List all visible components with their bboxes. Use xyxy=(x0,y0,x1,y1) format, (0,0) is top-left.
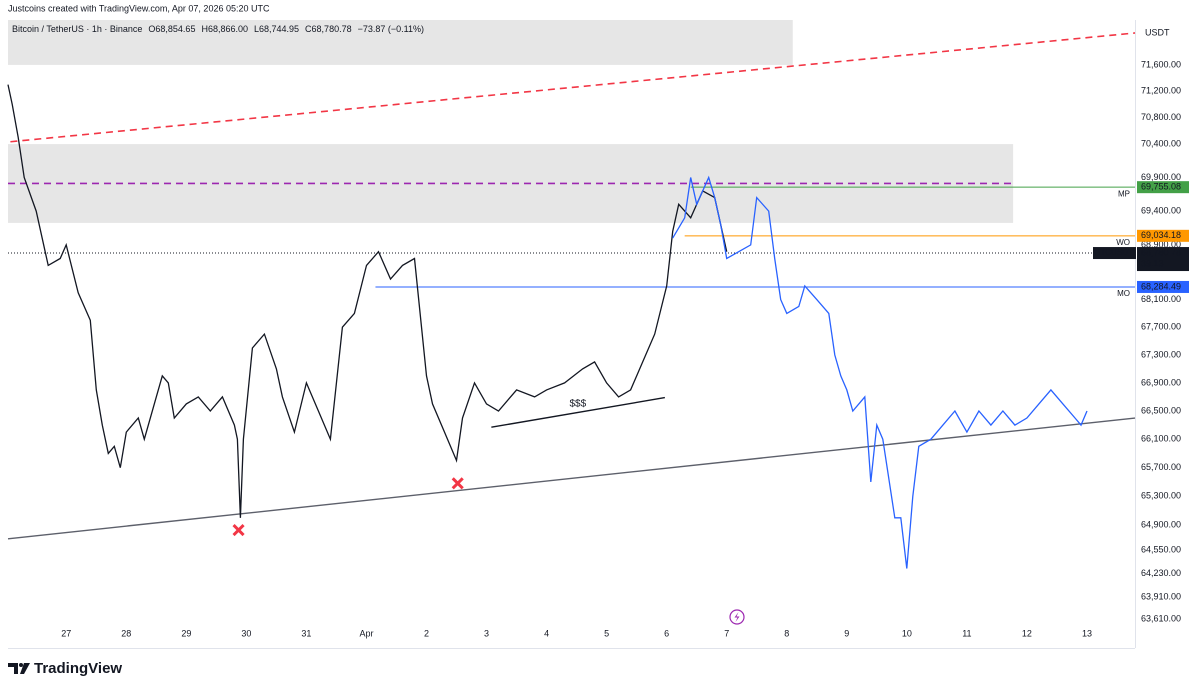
y-tick-label: 63,610.00 xyxy=(1141,613,1181,623)
trend-line xyxy=(491,396,665,428)
y-tick-label: 70,800.00 xyxy=(1141,112,1181,122)
y-tick-label: 65,700.00 xyxy=(1141,462,1181,472)
lightning-icon[interactable] xyxy=(729,609,745,625)
x-tick-label: 10 xyxy=(902,628,912,638)
cross-marker xyxy=(451,477,464,490)
y-tick-label: 65,300.00 xyxy=(1141,491,1181,501)
trend-line xyxy=(7,417,1136,540)
level-tag: MP xyxy=(1118,189,1130,198)
x-tick-label: 9 xyxy=(844,628,849,638)
y-tick-label: 67,300.00 xyxy=(1141,349,1181,359)
x-tick-label: Apr xyxy=(359,628,373,638)
header-text: Bitcoin / TetherUS · 1h · Binance xyxy=(12,24,142,34)
y-tick-label: 69,900.00 xyxy=(1141,172,1181,182)
price-axis-border xyxy=(1135,20,1136,648)
price-line xyxy=(7,84,728,518)
x-tick-label: 3 xyxy=(484,628,489,638)
header-text: C68,780.78 xyxy=(305,24,352,34)
current-price-box xyxy=(1137,247,1189,272)
zone xyxy=(8,144,1014,223)
annotation: $$$ xyxy=(569,399,586,410)
y-tick-label: 64,900.00 xyxy=(1141,519,1181,529)
x-tick-label: 13 xyxy=(1082,628,1092,638)
y-tick-label: 68,100.00 xyxy=(1141,294,1181,304)
price-line xyxy=(672,175,1088,569)
y-tick-label: 67,700.00 xyxy=(1141,322,1181,332)
level-price-label: 69,034.18 xyxy=(1141,230,1181,240)
x-tick-label: 31 xyxy=(301,628,311,638)
level-price-label: 68,284.49 xyxy=(1141,281,1181,291)
level-price-box xyxy=(1137,229,1189,242)
cross-marker-shape xyxy=(451,477,464,490)
x-tick-label: 8 xyxy=(784,628,789,638)
y-tick-label: 66,900.00 xyxy=(1141,377,1181,387)
symbol-tag-box xyxy=(1093,247,1136,260)
header-text: −73.87 (−0.11%) xyxy=(358,24,424,34)
y-tick-label: 71,200.00 xyxy=(1141,86,1181,96)
y-tick-label: 70,400.00 xyxy=(1141,138,1181,148)
y-tick-label: 63,910.00 xyxy=(1141,591,1181,601)
time-axis-border xyxy=(8,648,1135,649)
x-tick-label: 2 xyxy=(424,628,429,638)
x-tick-label: 27 xyxy=(61,628,71,638)
currency-label: USDT xyxy=(1145,27,1170,37)
y-tick-label: 64,550.00 xyxy=(1141,545,1181,555)
x-tick-label: 7 xyxy=(724,628,729,638)
level-price-box xyxy=(1137,280,1189,293)
symbol-line: Bitcoin / TetherUS · 1h · Binance O68,854… xyxy=(12,24,424,34)
x-tick-label: 29 xyxy=(181,628,191,638)
y-tick-label: 68,900.00 xyxy=(1141,239,1181,249)
y-tick-label: 66,100.00 xyxy=(1141,434,1181,444)
x-tick-label: 28 xyxy=(121,628,131,638)
symbol-tag: BTCUSDT xyxy=(1095,248,1133,257)
level-tag: WO xyxy=(1116,238,1130,247)
y-tick-label: 71,600.00 xyxy=(1141,59,1181,69)
y-tick-label: 69,400.00 xyxy=(1141,205,1181,215)
x-tick-label: 5 xyxy=(604,628,609,638)
y-tick-label: 66,500.00 xyxy=(1141,405,1181,415)
header-text: L68,744.95 xyxy=(254,24,299,34)
axis-bg xyxy=(1136,20,1200,648)
x-tick-label: 6 xyxy=(664,628,669,638)
cross-marker-shape xyxy=(232,524,245,537)
current-price-label: 68,780.78 xyxy=(1141,247,1181,257)
countdown: 39:13 xyxy=(1141,258,1164,268)
level-price-label: 69,755.08 xyxy=(1141,182,1181,192)
header-text: O68,854.65 xyxy=(148,24,195,34)
header-text: H68,866.00 xyxy=(201,24,248,34)
cross-marker xyxy=(232,524,245,537)
level-price-box xyxy=(1137,181,1189,194)
logo: TradingView xyxy=(34,660,122,677)
x-tick-label: 30 xyxy=(241,628,251,638)
level-tag: MO xyxy=(1117,289,1130,298)
logo-icon xyxy=(8,663,30,674)
credit: Justcoins created with TradingView.com, … xyxy=(8,3,270,13)
zone xyxy=(8,20,793,65)
trend-line xyxy=(10,32,1136,143)
x-tick-label: 11 xyxy=(962,628,971,638)
x-tick-label: 12 xyxy=(1022,628,1032,638)
y-tick-label: 64,230.00 xyxy=(1141,568,1181,578)
x-tick-label: 4 xyxy=(544,628,549,638)
